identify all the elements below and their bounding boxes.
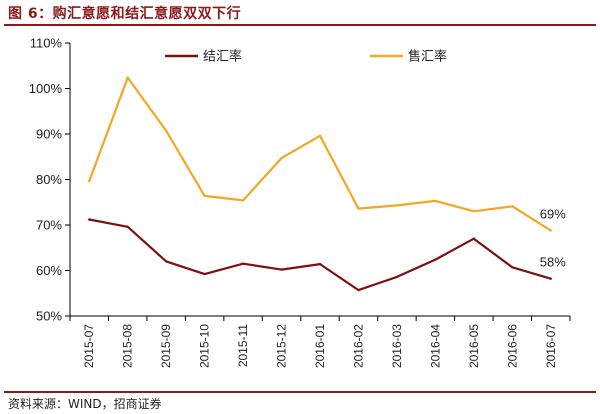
chart-series — [88, 76, 552, 292]
data-point — [549, 277, 552, 280]
series-line-1 — [88, 218, 552, 292]
y-tick-label: 100% — [29, 81, 63, 96]
legend-label: 售汇率 — [408, 49, 447, 65]
x-tick-label: 2016-06 — [505, 324, 519, 368]
data-point — [395, 275, 399, 279]
data-point — [241, 262, 245, 265]
chart-legend: 结汇率 售汇率 — [165, 49, 447, 65]
data-point — [472, 237, 475, 240]
y-tick-label: 80% — [36, 172, 62, 187]
data-point — [280, 156, 283, 160]
line-chart: 50%60%70%80%90%100%110% 2015-07 2015-08 20… — [29, 36, 571, 368]
y-tick-label: 50% — [36, 309, 62, 324]
x-tick-label: 2016-02 — [351, 324, 365, 368]
data-point — [357, 288, 360, 292]
chart-annotations: 69% 58% — [540, 206, 566, 269]
x-tick-label: 2016-04 — [428, 324, 442, 368]
data-point — [203, 272, 206, 276]
data-point — [511, 205, 514, 208]
x-tick-label: 2016-07 — [544, 324, 558, 368]
data-point — [434, 199, 437, 203]
x-tick-label: 2016-05 — [467, 324, 481, 368]
title-divider — [4, 24, 596, 26]
chart-axes — [69, 43, 570, 317]
data-point — [318, 134, 322, 137]
x-tick-label: 2016-01 — [313, 324, 327, 368]
x-tick-label: 2015-12 — [275, 324, 289, 368]
data-point — [126, 225, 129, 228]
legend-label: 结汇率 — [203, 49, 242, 65]
data-point — [126, 76, 129, 79]
x-tick-label: 2015-08 — [121, 324, 135, 368]
data-point — [434, 258, 437, 261]
data-point — [203, 194, 206, 198]
data-label: 58% — [540, 255, 566, 270]
y-tick-label: 110% — [30, 36, 63, 51]
x-tick-label: 2016-03 — [390, 324, 404, 368]
data-point — [165, 260, 168, 263]
data-point — [395, 204, 399, 207]
data-point — [280, 268, 283, 271]
footer-divider — [4, 391, 596, 393]
y-axis-ticks: 50% 60% 70% 80% 90% 100% 110% — [29, 36, 70, 324]
source-note: 资料来源：WIND，招商证券 — [8, 397, 162, 411]
y-tick-label: 60% — [36, 263, 62, 278]
data-point — [241, 199, 245, 202]
x-tick-label: 2015-11 — [236, 324, 250, 367]
data-point — [88, 180, 91, 183]
series-line-2 — [88, 76, 552, 232]
data-point — [88, 218, 91, 221]
data-point — [357, 207, 360, 210]
x-tick-label: 2015-07 — [82, 324, 96, 368]
data-point — [318, 262, 322, 266]
data-point — [549, 229, 552, 232]
data-point — [472, 210, 475, 213]
data-point — [165, 129, 168, 132]
x-tick-label: 2015-09 — [159, 324, 173, 368]
data-label: 69% — [540, 206, 566, 221]
x-axis-ticks: 2015-07 2015-08 2015-09 2015-10 2015-11 2015-… — [69, 316, 571, 368]
data-point — [511, 266, 514, 269]
figure-title: 图 6：购汇意愿和结汇意愿双双下行 — [8, 6, 242, 22]
y-tick-label: 90% — [36, 127, 62, 142]
y-tick-label: 70% — [36, 218, 62, 233]
x-tick-label: 2015-10 — [198, 324, 212, 368]
